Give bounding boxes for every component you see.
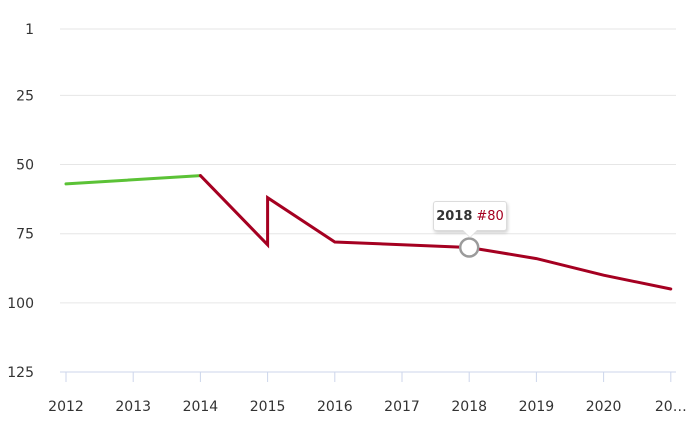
x-tick-label: 2012 bbox=[48, 399, 84, 415]
y-tick-label: 25 bbox=[16, 88, 34, 104]
x-axis: 2012 2013 2014 2015 2016 2017 2018 2019 2020 20… bbox=[48, 372, 687, 415]
highlight-point[interactable] bbox=[458, 237, 480, 258]
x-tick-label: 20… bbox=[655, 399, 687, 415]
tooltip-rank: #80 bbox=[476, 208, 504, 224]
y-tick-label: 1 bbox=[25, 22, 34, 38]
series-lines bbox=[64, 174, 673, 291]
tooltip-year: 2018 bbox=[436, 208, 473, 224]
y-tick-label: 50 bbox=[16, 158, 34, 174]
y-tick-label: 125 bbox=[7, 365, 34, 381]
series-line-2 bbox=[198, 174, 673, 291]
y-tick-label: 100 bbox=[7, 296, 34, 312]
x-tick-label: 2017 bbox=[384, 399, 420, 415]
highlight-marker[interactable] bbox=[458, 237, 480, 258]
x-tick-label: 2019 bbox=[519, 399, 555, 415]
x-tick-label: 2014 bbox=[183, 399, 219, 415]
x-tick-label: 2020 bbox=[586, 399, 622, 415]
series-line-1 bbox=[64, 174, 202, 186]
tooltip: 2018 #80 bbox=[433, 201, 507, 231]
x-tick-label: 2013 bbox=[115, 399, 151, 415]
x-tick-label: 2016 bbox=[317, 399, 353, 415]
y-tick-label: 75 bbox=[16, 227, 34, 243]
grid-lines bbox=[60, 28, 676, 373]
x-tick-label: 2018 bbox=[451, 399, 487, 415]
x-tick-label: 2015 bbox=[250, 399, 286, 415]
